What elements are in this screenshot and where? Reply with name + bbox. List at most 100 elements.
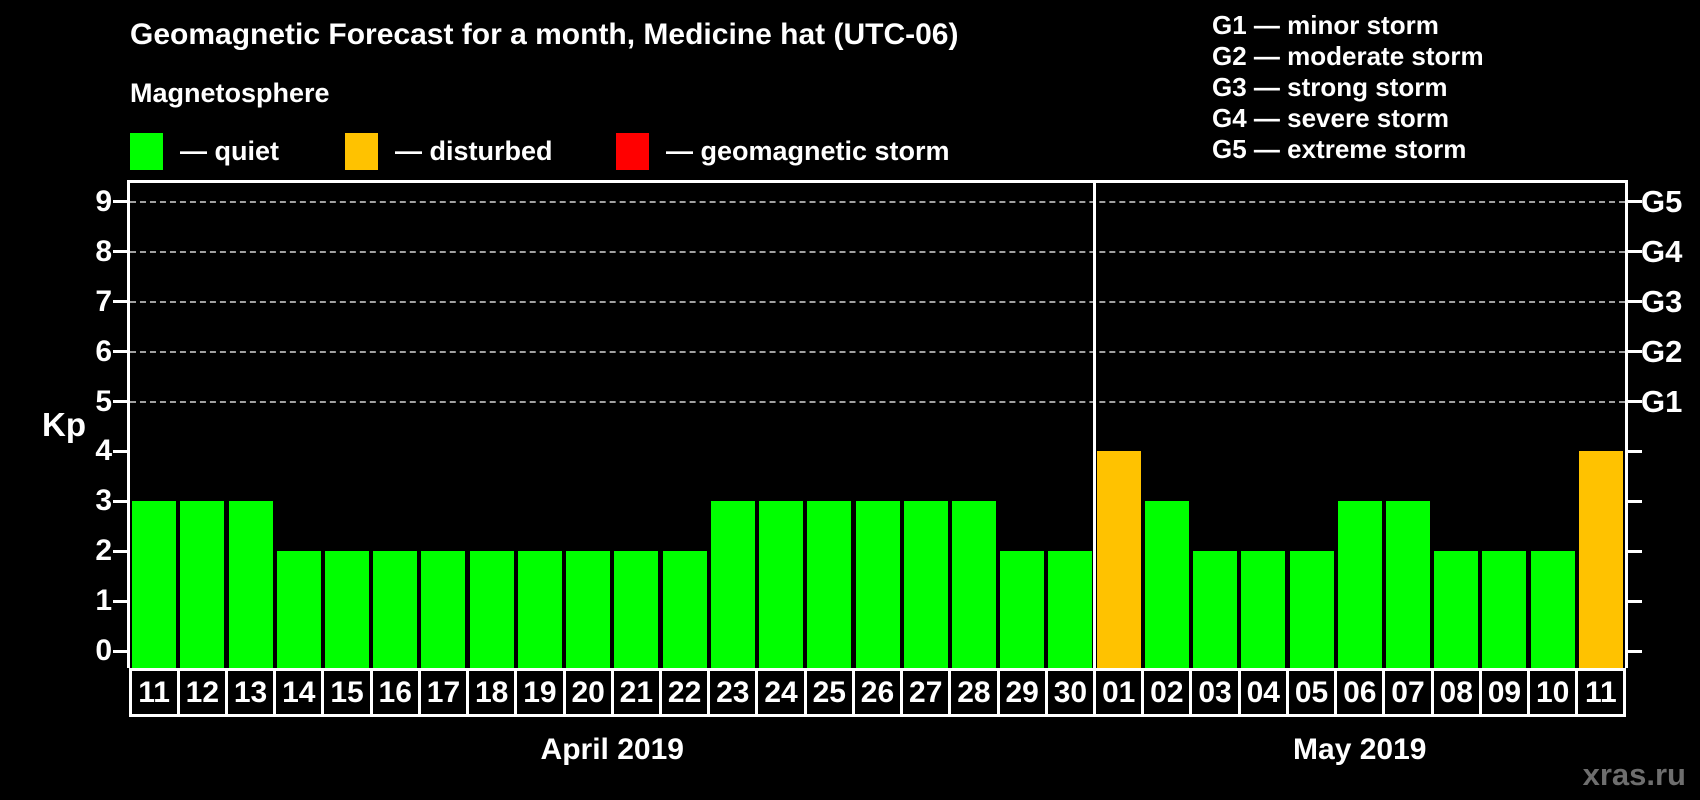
magnetosphere-legend-title: Magnetosphere [130,78,330,108]
kp-bar-may-07 [1385,501,1430,668]
day-label-april-13: 13 [224,668,277,717]
kp-bar-chart-plot [113,180,1642,668]
kp-bar-april-20 [566,551,611,668]
day-label-april-20: 20 [562,668,614,717]
kp-tick-label-0: 0 [95,634,112,667]
left-tick-kp5 [113,400,127,403]
left-tick-kp9 [113,200,127,204]
kp-tick-label-6: 6 [95,334,112,368]
kp-bar-may-03 [1193,551,1238,668]
day-label-april-26: 26 [851,668,904,717]
day-label-april-28: 28 [948,668,1000,717]
right-tick-kp8 [1628,250,1642,254]
day-axis: 11 12 13 14 15 16 17 18 19 20 21 22 23 24 25 26 27 28 29 30… [128,668,1627,717]
kp-bar-april-26 [855,501,900,668]
kp-bar-may-10 [1530,551,1575,668]
day-label-april-27: 27 [900,668,952,717]
kp-bar-april-17 [421,551,466,668]
month-label-may: May 2019 [1293,733,1427,766]
day-label-april-19: 19 [514,668,566,717]
legend-item-geomagnetic-storm: — geomagnetic storm [616,133,950,170]
kp-tick-label-8: 8 [95,234,112,268]
day-label-april-24: 24 [755,668,807,717]
kp-bar-may-09 [1482,551,1527,668]
day-label-may-08: 08 [1430,668,1482,717]
day-label-april-23: 23 [707,668,759,717]
gridline-kp8 [130,250,1625,253]
kp-tick-label-5: 5 [95,384,112,418]
g-scale-legend-line-2: G2 — moderate storm [1212,41,1484,71]
month-label-april: April 2019 [540,733,684,766]
legend-label-geomagnetic-storm: — geomagnetic storm [666,136,950,166]
kp-bar-april-11 [132,501,177,668]
kp-bar-april-19 [517,551,562,668]
day-label-may-06: 06 [1334,668,1386,717]
month-separator [1093,183,1097,668]
page-title: Geomagnetic Forecast for a month, Medici… [130,18,959,51]
kp-bar-may-01 [1096,451,1141,668]
right-tick-kp7 [1628,300,1642,304]
watermark: xras.ru [1582,757,1686,792]
kp-bar-april-25 [807,501,852,668]
kp-bar-april-14 [276,551,321,668]
kp-bar-may-02 [1144,501,1189,668]
kp-bar-april-18 [469,551,514,668]
day-label-april-25: 25 [803,668,855,717]
quiet-color-swatch [130,133,163,170]
kp-bar-may-04 [1241,551,1286,668]
day-label-april-21: 21 [610,668,662,717]
left-tick-kp6 [113,350,127,354]
kp-bar-april-27 [903,501,948,668]
day-label-april-22: 22 [658,668,711,717]
g-tick-label-g4: G4 [1641,233,1683,269]
left-tick-kp4 [113,449,127,453]
right-tick-kp1 [1628,599,1642,603]
day-label-april-29: 29 [996,668,1048,717]
day-label-april-12: 12 [176,668,228,717]
right-tick-kp3 [1628,499,1642,503]
gridline-kp9 [130,200,1625,203]
kp-bar-april-28 [951,501,996,668]
legend-item-quiet: — quiet [130,133,279,170]
kp-bar-april-13 [228,501,273,668]
day-label-april-16: 16 [369,668,421,717]
right-tick-kp4 [1628,449,1642,453]
g-scale-legend-line-1: G1 — minor storm [1212,10,1439,40]
kp-axis-title: Kp [42,406,86,443]
right-tick-kp6 [1628,350,1642,354]
day-label-may-07: 07 [1382,668,1434,717]
day-label-may-11: 11 [1575,668,1627,717]
kp-bar-april-30 [1048,551,1093,668]
day-label-may-01: 01 [1093,668,1145,717]
kp-bar-april-23 [710,501,755,668]
right-tick-kp5 [1628,400,1642,403]
gridline-kp5 [130,400,1625,403]
day-label-may-09: 09 [1478,668,1531,717]
day-label-may-03: 03 [1189,668,1241,717]
g-tick-label-g2: G2 [1641,333,1683,369]
day-label-april-14: 14 [273,668,325,717]
day-label-april-18: 18 [466,668,518,717]
kp-bar-may-06 [1337,501,1382,668]
kp-bar-april-21 [614,551,659,668]
disturbed-color-swatch [345,133,378,170]
g-scale-legend-line-5: G5 — extreme storm [1212,134,1467,164]
left-tick-kp1 [113,599,127,603]
kp-bar-may-11 [1578,451,1623,668]
g-scale-legend-line-3: G3 — strong storm [1212,72,1448,102]
left-tick-kp2 [113,549,127,553]
day-label-april-17: 17 [417,668,470,717]
gridline-kp7 [130,300,1625,303]
g-tick-label-g5: G5 [1641,183,1683,219]
kp-tick-label-4: 4 [95,434,112,468]
kp-tick-label-3: 3 [95,484,112,518]
kp-bar-april-15 [325,551,370,668]
legend-item-disturbed: — disturbed [345,133,553,170]
g-tick-label-g1: G1 [1641,383,1683,419]
right-tick-kp9 [1628,200,1642,204]
day-label-april-30: 30 [1044,668,1096,717]
kp-tick-label-1: 1 [95,584,112,618]
legend-label-quiet: — quiet [180,136,279,166]
right-tick-kp2 [1628,549,1642,553]
kp-bar-april-24 [759,501,804,668]
